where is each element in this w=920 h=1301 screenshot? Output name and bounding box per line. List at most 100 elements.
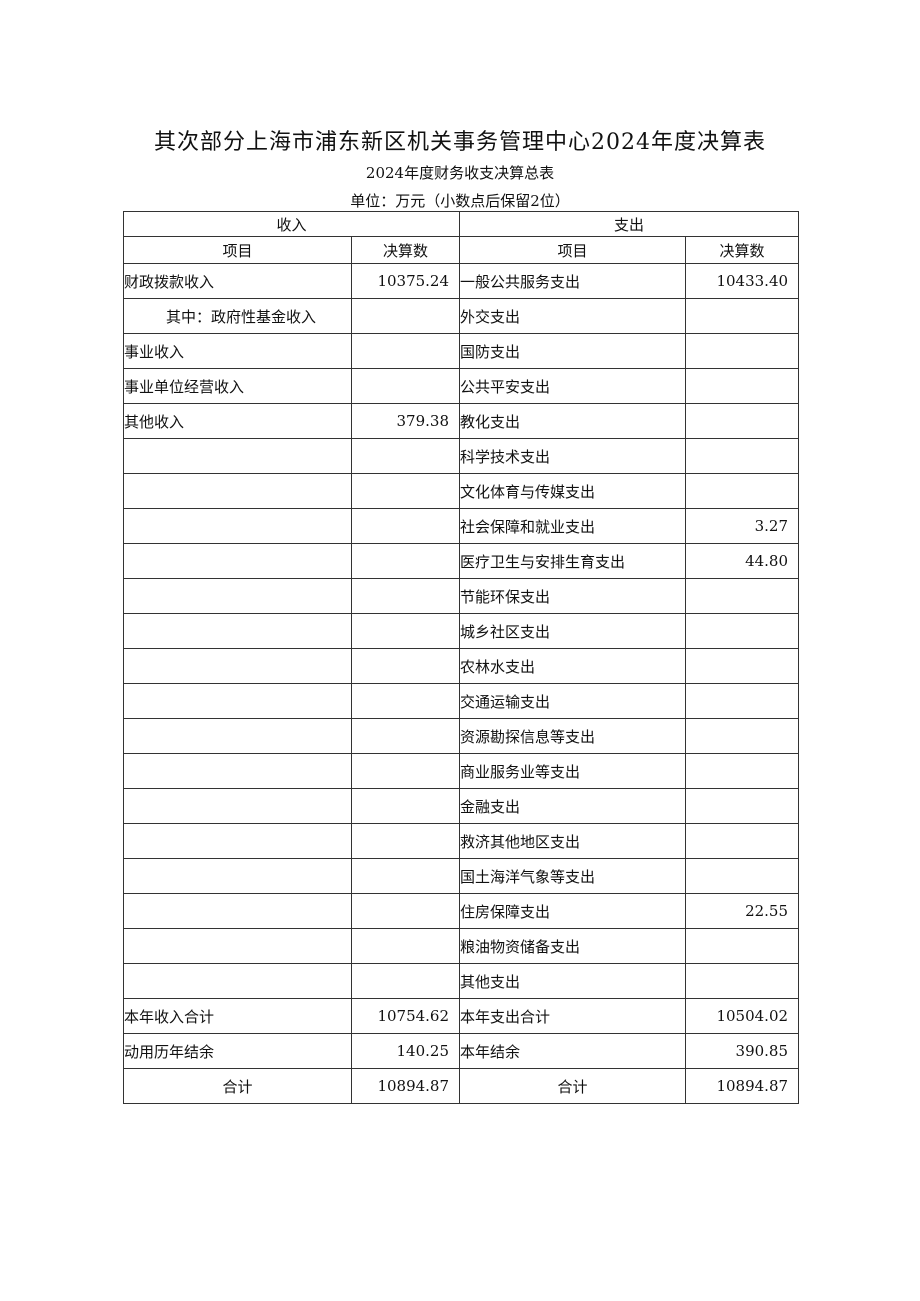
- expense-amount-cell: 22.55: [685, 893, 800, 929]
- income-item-cell: [123, 543, 352, 579]
- expense-item-cell: 住房保障支出: [459, 893, 687, 929]
- income-amount-cell: [350, 368, 461, 404]
- table-row: 救济其他地区支出: [123, 823, 800, 859]
- expense-item-cell: 农林水支出: [459, 648, 687, 684]
- expense-item-header: 项目: [459, 236, 687, 264]
- expense-amount-cell: [685, 613, 800, 649]
- income-amount-cell: [350, 298, 461, 334]
- table-row: 商业服务业等支出: [123, 753, 800, 789]
- expense-amount-cell: [685, 298, 800, 334]
- expense-header: 支出: [459, 211, 800, 237]
- income-amount-cell: 10754.62: [350, 998, 461, 1034]
- expense-item-cell: 合计: [459, 1068, 687, 1104]
- table-row: 住房保障支出 22.55: [123, 893, 800, 929]
- column-header-row: 项目 决算数 项目 决算数: [123, 236, 800, 264]
- table-row: 其中：政府性基金收入 外交支出: [123, 298, 800, 334]
- expense-amount-cell: [685, 403, 800, 439]
- income-item-cell: 其他收入: [123, 403, 352, 439]
- income-item-cell: [123, 858, 352, 894]
- expense-item-cell: 救济其他地区支出: [459, 823, 687, 859]
- income-amount-cell: [350, 648, 461, 684]
- table-row: 交通运输支出: [123, 683, 800, 719]
- expense-amount-cell: 10894.87: [685, 1068, 800, 1104]
- expense-item-cell: 本年结余: [459, 1033, 687, 1069]
- income-amount-cell: [350, 333, 461, 369]
- income-item-cell: [123, 683, 352, 719]
- income-amount-cell: 140.25: [350, 1033, 461, 1069]
- expense-item-cell: 医疗卫生与安排生育支出: [459, 543, 687, 579]
- expense-item-cell: 其他支出: [459, 963, 687, 999]
- expense-item-cell: 外交支出: [459, 298, 687, 334]
- expense-item-cell: 国土海洋气象等支出: [459, 858, 687, 894]
- table-subtitle: 2024年度财务收支决算总表: [365, 164, 555, 182]
- expense-amount-cell: [685, 753, 800, 789]
- income-item-cell: [123, 718, 352, 754]
- expense-amount-cell: [685, 368, 800, 404]
- table-row: 国土海洋气象等支出: [123, 858, 800, 894]
- income-amount-cell: [350, 963, 461, 999]
- expense-amount-cell: 390.85: [685, 1033, 800, 1069]
- income-amount-cell: [350, 543, 461, 579]
- table-row: 粮油物资储备支出: [123, 928, 800, 964]
- income-item-cell: [123, 788, 352, 824]
- income-item-cell: [123, 578, 352, 614]
- expense-item-cell: 一般公共服务支出: [459, 263, 687, 299]
- income-item-cell: [123, 438, 352, 474]
- section-header-row: 收入 支出: [122, 211, 800, 237]
- income-item-cell: 事业单位经营收入: [123, 368, 352, 404]
- expense-item-cell: 科学技术支出: [459, 438, 687, 474]
- income-item-cell: [123, 753, 352, 789]
- expense-amount-cell: 44.80: [685, 543, 800, 579]
- income-amount-cell: 10894.87: [350, 1068, 461, 1104]
- table-row: 动用历年结余 140.25 本年结余 390.85: [123, 1033, 800, 1069]
- expense-item-cell: 粮油物资储备支出: [459, 928, 687, 964]
- income-amount-header: 决算数: [350, 236, 461, 264]
- table-row: 其他收入 379.38 教化支出: [123, 403, 800, 439]
- expense-amount-cell: [685, 683, 800, 719]
- income-amount-cell: [350, 893, 461, 929]
- table-row: 金融支出: [123, 788, 800, 824]
- income-item-cell: 事业收入: [123, 333, 352, 369]
- income-amount-cell: [350, 928, 461, 964]
- income-item-header: 项目: [123, 236, 352, 264]
- expense-amount-cell: [685, 438, 800, 474]
- expense-amount-cell: [685, 473, 800, 509]
- expense-item-cell: 交通运输支出: [459, 683, 687, 719]
- income-item-cell: [123, 473, 352, 509]
- income-amount-cell: 379.38: [350, 403, 461, 439]
- expense-item-cell: 节能环保支出: [459, 578, 687, 614]
- table-row: 事业单位经营收入 公共平安支出: [123, 368, 800, 404]
- table-row: 其他支出: [123, 963, 800, 999]
- table-row: 本年收入合计 10754.62 本年支出合计 10504.02: [123, 998, 800, 1034]
- income-amount-cell: [350, 753, 461, 789]
- table-row: 农林水支出: [123, 648, 800, 684]
- income-amount-cell: [350, 613, 461, 649]
- income-item-cell: [123, 508, 352, 544]
- expense-item-cell: 商业服务业等支出: [459, 753, 687, 789]
- income-amount-cell: [350, 473, 461, 509]
- income-item-cell: [123, 963, 352, 999]
- expense-item-cell: 文化体育与传媒支出: [459, 473, 687, 509]
- income-item-cell: 合计: [123, 1068, 352, 1104]
- income-header: 收入: [122, 211, 461, 237]
- table-row: 资源勘探信息等支出: [123, 718, 800, 754]
- expense-item-cell: 资源勘探信息等支出: [459, 718, 687, 754]
- table-row: 医疗卫生与安排生育支出 44.80: [123, 543, 800, 579]
- income-item-cell: [123, 823, 352, 859]
- income-amount-cell: [350, 508, 461, 544]
- page-title: 其次部分上海市浦东新区机关事务管理中心2024年度决算表: [154, 130, 766, 155]
- expense-item-cell: 社会保障和就业支出: [459, 508, 687, 544]
- income-item-cell: 财政拨款收入: [123, 263, 352, 299]
- table-row: 科学技术支出: [123, 438, 800, 474]
- income-item-cell: 本年收入合计: [123, 998, 352, 1034]
- expense-item-cell: 国防支出: [459, 333, 687, 369]
- income-amount-cell: [350, 683, 461, 719]
- expense-item-cell: 金融支出: [459, 788, 687, 824]
- expense-amount-cell: 3.27: [685, 508, 800, 544]
- income-amount-cell: 10375.24: [350, 263, 461, 299]
- income-item-cell: 动用历年结余: [123, 1033, 352, 1069]
- income-item-cell: 其中：政府性基金收入: [123, 298, 352, 334]
- budget-table: 收入 支出 项目 决算数 项目 决算数 财政拨款收入 10375.24 一般公共服务…: [122, 211, 800, 1104]
- expense-amount-cell: [685, 648, 800, 684]
- expense-amount-cell: [685, 333, 800, 369]
